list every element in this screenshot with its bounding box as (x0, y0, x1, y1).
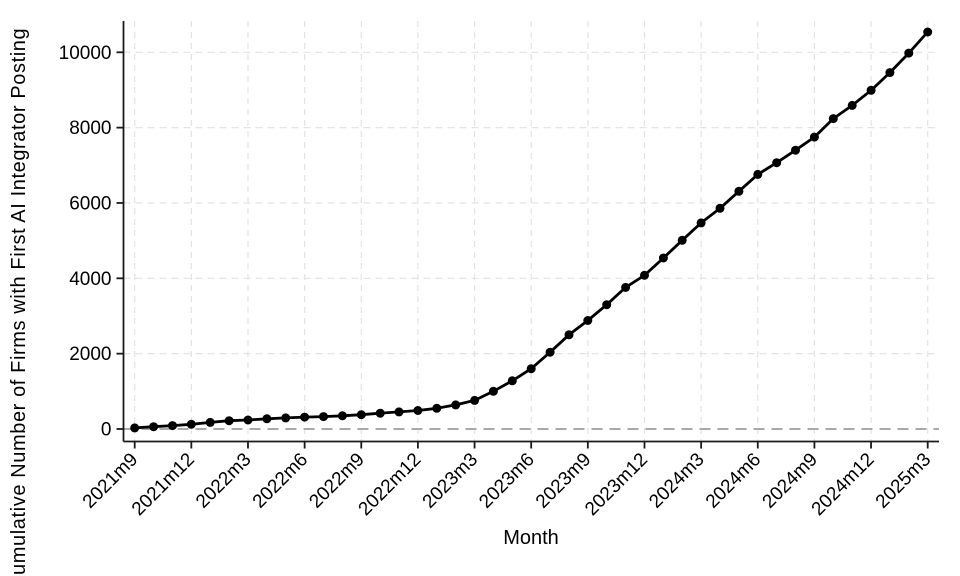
y-tick-label: 6000 (69, 193, 111, 214)
y-tick-label: 0 (101, 420, 112, 441)
x-axis-title: Month (503, 527, 559, 549)
data-point-marker (186, 419, 196, 429)
data-point-marker (621, 282, 631, 292)
data-point-marker (337, 411, 347, 421)
x-axis-ticks: 2021m92021m122022m32022m62022m92022m1220… (79, 441, 935, 520)
x-tick-label: 2024m3 (645, 449, 708, 512)
data-point-marker (677, 235, 687, 245)
data-point-marker (772, 158, 782, 168)
data-point-marker (847, 100, 857, 110)
y-tick-label: 8000 (69, 118, 111, 139)
data-point-marker (526, 364, 536, 374)
data-point-marker (923, 27, 933, 37)
y-axis-ticks: 0 2000 4000 6000 8000 10000 (59, 43, 124, 441)
x-tick-label: 2022m12 (355, 449, 426, 520)
y-tick-label: 10000 (59, 43, 112, 64)
x-tick-label: 2023m3 (419, 449, 482, 512)
data-point-marker (602, 300, 612, 310)
y-tick-label: 4000 (69, 269, 111, 290)
data-point-marker (432, 403, 442, 413)
data-point-marker (224, 416, 234, 426)
series-markers (130, 27, 933, 433)
data-point-marker (809, 132, 819, 142)
data-point-marker (753, 169, 763, 179)
data-point-marker (262, 414, 272, 424)
data-point-marker (319, 412, 328, 422)
data-point-marker (470, 395, 480, 405)
data-point-marker (243, 415, 253, 425)
data-point-marker (828, 114, 838, 124)
data-point-marker (168, 421, 177, 431)
data-point-marker (394, 407, 404, 417)
y-tick-label: 2000 (69, 344, 111, 365)
data-point-marker (564, 330, 574, 340)
data-point-marker (375, 408, 385, 418)
data-point-marker (130, 423, 140, 433)
x-tick-label: 2024m12 (808, 449, 879, 520)
data-point-marker (658, 253, 668, 263)
data-point-marker (356, 410, 366, 420)
x-tick-label: 2024m6 (702, 449, 765, 512)
data-point-marker (300, 412, 310, 422)
data-point-marker (696, 218, 706, 228)
data-point-marker (791, 145, 800, 155)
data-point-marker (545, 347, 555, 357)
x-tick-label: 2021m12 (128, 449, 199, 520)
data-point-marker (583, 316, 593, 325)
x-tick-label: 2023m6 (475, 449, 538, 512)
data-point-marker (451, 400, 461, 410)
x-tick-label: 2023m12 (581, 449, 652, 520)
data-point-marker (149, 422, 159, 432)
data-point-marker (488, 386, 498, 396)
x-tick-label: 2025m3 (872, 449, 935, 512)
x-tick-label: 2022m3 (192, 449, 255, 512)
data-point-marker (413, 406, 423, 415)
data-point-marker (715, 203, 725, 213)
data-point-marker (507, 376, 517, 386)
x-tick-label: 2022m6 (249, 449, 312, 512)
gridlines (123, 21, 939, 442)
data-point-marker (904, 48, 914, 58)
data-point-marker (640, 270, 649, 280)
data-point-marker (734, 186, 744, 196)
data-point-marker (885, 68, 895, 78)
data-point-marker (205, 417, 215, 427)
data-point-marker (866, 85, 876, 95)
data-point-marker (281, 413, 291, 423)
